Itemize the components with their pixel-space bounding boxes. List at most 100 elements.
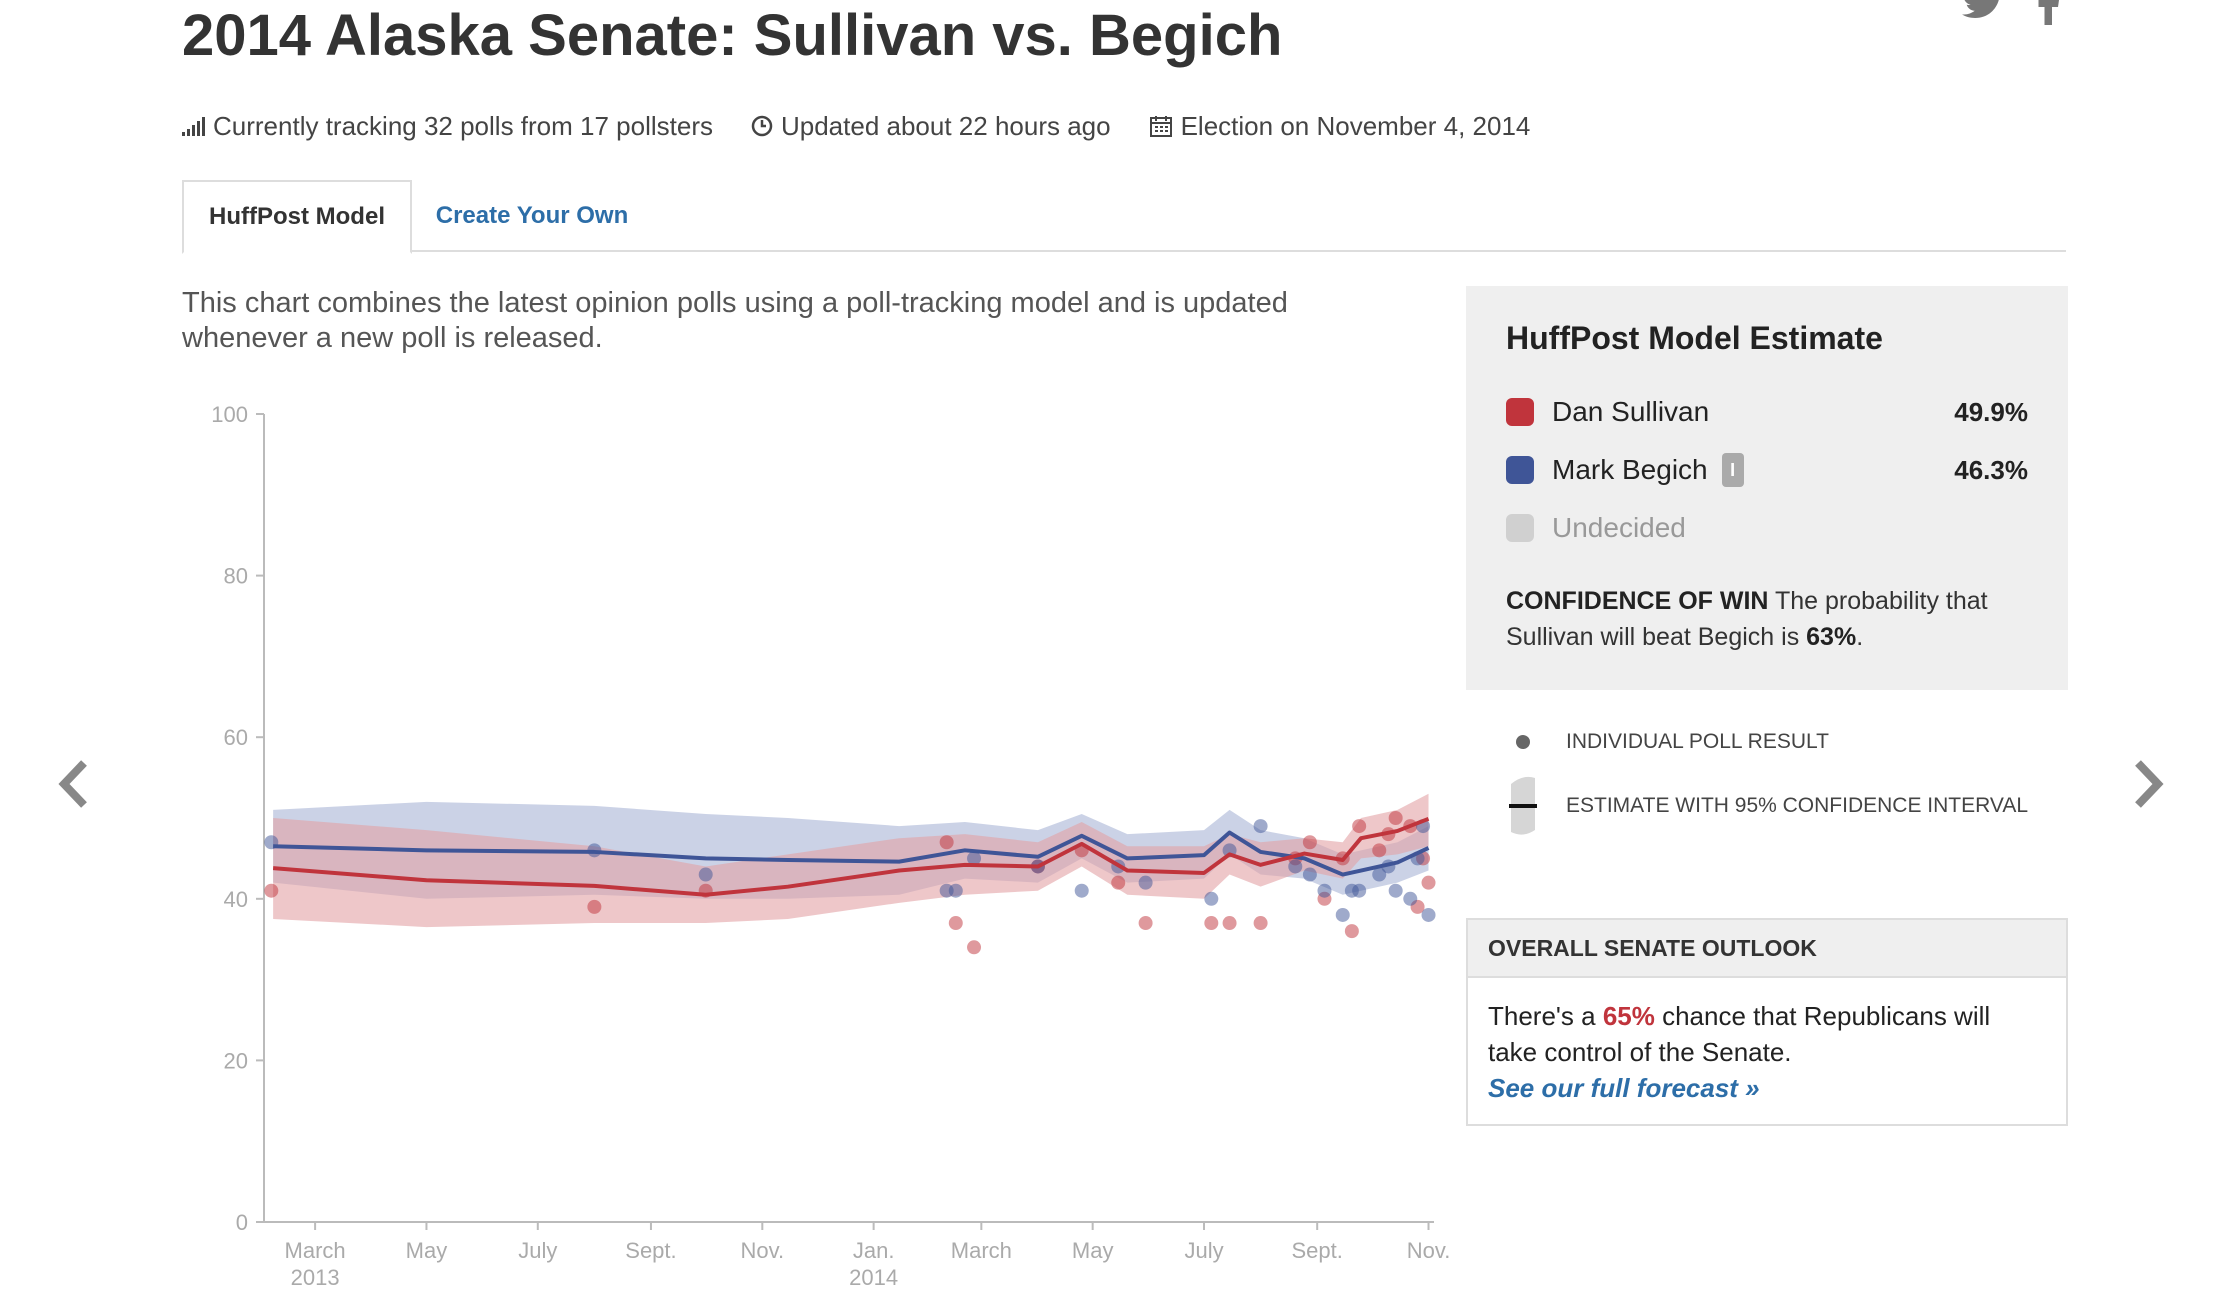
candidate-row-undecided[interactable]: Undecided <box>1506 499 2028 557</box>
candidate-value: 49.9% <box>1954 396 2028 427</box>
x-tick-label: July <box>1184 1238 1223 1263</box>
outlook-percent: 65% <box>1602 1001 1655 1031</box>
y-tick-label: 40 <box>224 887 248 912</box>
estimate-title: HuffPost Model Estimate <box>1506 320 1883 356</box>
poll-dot <box>1302 835 1317 850</box>
model-estimate-panel: HuffPost Model Estimate Dan Sullivan 49.… <box>1466 286 2068 690</box>
poll-dot <box>1302 867 1317 882</box>
election-text: Election on November 4, 2014 <box>1180 110 1531 141</box>
tracking-text: Currently tracking 32 polls from 17 poll… <box>213 110 713 141</box>
updated-info: Updated about 22 hours ago <box>751 111 1111 142</box>
poll-dot <box>587 899 602 914</box>
y-tick-label: 100 <box>211 402 248 427</box>
poll-dot <box>1204 916 1219 931</box>
meta-row: Currently tracking 32 polls from 17 poll… <box>182 108 1568 144</box>
poll-dot <box>1253 819 1268 834</box>
poll-dot <box>939 835 954 850</box>
poll-dot <box>1403 891 1418 906</box>
confidence-of-win: CONFIDENCE OF WIN The probability that S… <box>1506 583 2028 655</box>
x-tick-label: Nov. <box>1407 1238 1451 1263</box>
facebook-icon[interactable] <box>2036 0 2060 37</box>
incumbent-badge: I <box>1721 453 1744 487</box>
x-tick-label: Sept. <box>625 1238 676 1263</box>
poll-dot <box>1204 891 1219 906</box>
poll-dot <box>1388 811 1403 825</box>
sullivan-swatch <box>1506 398 1534 426</box>
full-forecast-link[interactable]: See our full forecast » <box>1488 1073 1760 1103</box>
poll-dot <box>1421 907 1436 922</box>
poll-dot <box>948 883 963 898</box>
outlook-body: There's a 65% chance that Republicans wi… <box>1468 978 2066 1126</box>
x-tick-label: July <box>518 1238 557 1263</box>
poll-dot <box>967 851 982 866</box>
x-tick-label: Jan. <box>853 1238 895 1263</box>
x-tick-label: May <box>406 1238 448 1263</box>
election-info: Election on November 4, 2014 <box>1149 110 1531 142</box>
poll-dot <box>264 883 279 898</box>
candidate-name: Mark Begich <box>1552 454 1708 485</box>
poll-dot-icon <box>1498 735 1548 749</box>
poll-dot <box>1222 916 1237 931</box>
poll-dot <box>1317 883 1332 898</box>
next-chart-icon[interactable] <box>2132 750 2166 824</box>
y-tick-label: 20 <box>224 1048 248 1073</box>
candidate-name-wrap: Mark Begich I <box>1552 453 1954 487</box>
confidence-value: 63% <box>1806 623 1857 651</box>
poll-dot <box>1352 819 1367 834</box>
poll-dot <box>1288 859 1303 874</box>
x-tick-year-label: 2013 <box>291 1265 340 1290</box>
outlook-text-a: There's a <box>1488 1001 1596 1031</box>
poll-dot <box>1111 875 1126 890</box>
y-tick-label: 60 <box>224 725 248 750</box>
tracking-info: Currently tracking 32 polls from 17 poll… <box>182 111 713 142</box>
x-tick-label: March <box>951 1238 1012 1263</box>
x-tick-label: March <box>285 1238 346 1263</box>
chart-legend: INDIVIDUAL POLL RESULT ESTIMATE WITH 95%… <box>1498 722 2028 850</box>
signal-bars-icon <box>182 116 205 136</box>
x-tick-label: Nov. <box>740 1238 784 1263</box>
begich-swatch <box>1506 456 1534 484</box>
outlook-heading: OVERALL SENATE OUTLOOK <box>1468 920 2066 978</box>
poll-dot <box>1352 883 1367 898</box>
legend-poll-label: INDIVIDUAL POLL RESULT <box>1566 730 1829 753</box>
poll-dot <box>1253 916 1268 931</box>
legend-poll-result: INDIVIDUAL POLL RESULT <box>1498 722 2028 762</box>
clock-icon <box>751 115 773 137</box>
poll-dot <box>967 940 982 955</box>
poll-dot <box>1388 883 1403 898</box>
chart-intro: This chart combines the latest opinion p… <box>182 287 1288 354</box>
candidate-row-sullivan[interactable]: Dan Sullivan 49.9% <box>1506 383 2028 441</box>
tab-create-your-own[interactable]: Create Your Own <box>435 202 629 229</box>
poll-dot <box>1372 843 1387 858</box>
y-tick-label: 0 <box>236 1210 248 1235</box>
confidence-band-icon <box>1498 774 1548 838</box>
candidate-row-begich[interactable]: Mark Begich I 46.3% <box>1506 441 2028 499</box>
twitter-icon[interactable] <box>1962 0 2006 32</box>
outlook-text-b: chance that Republicans will take contro… <box>1488 1001 1991 1067</box>
poll-dot <box>1421 875 1436 890</box>
legend-estimate: ESTIMATE WITH 95% CONFIDENCE INTERVAL <box>1498 776 2029 835</box>
poll-dot <box>698 867 713 882</box>
previous-chart-icon[interactable] <box>56 750 90 824</box>
candidate-value: 46.3% <box>1954 454 2028 485</box>
legend-estimate-label: ESTIMATE WITH 95% CONFIDENCE INTERVAL <box>1566 794 2029 817</box>
poll-dot <box>1344 924 1359 939</box>
y-tick-label: 80 <box>224 564 248 589</box>
mark-begich-estimate-line <box>273 830 1430 877</box>
candidate-name: Undecided <box>1552 512 1686 543</box>
poll-dot <box>1372 867 1387 882</box>
confidence-text: The probability that Sullivan will beat … <box>1506 587 1988 651</box>
x-tick-year-label: 2014 <box>849 1265 898 1290</box>
poll-dot <box>1138 916 1153 931</box>
tab-huffpost-model[interactable]: HuffPost Model <box>182 180 412 254</box>
x-tick-label: Sept. <box>1291 1238 1342 1263</box>
senate-outlook-panel: OVERALL SENATE OUTLOOK There's a 65% cha… <box>1466 918 2068 1126</box>
undecided-swatch <box>1506 514 1534 542</box>
confidence-end: . <box>1856 623 1864 651</box>
poll-chart: 0 20 40 60 80 100 March 2013 May July Sept. Nov. Jan… <box>180 400 1460 1300</box>
updated-text: Updated about 22 hours ago <box>780 110 1111 141</box>
poll-dot <box>948 916 963 931</box>
calendar-icon <box>1149 114 1173 138</box>
page-title: 2014 Alaska Senate: Sullivan vs. Begich <box>182 3 1283 68</box>
